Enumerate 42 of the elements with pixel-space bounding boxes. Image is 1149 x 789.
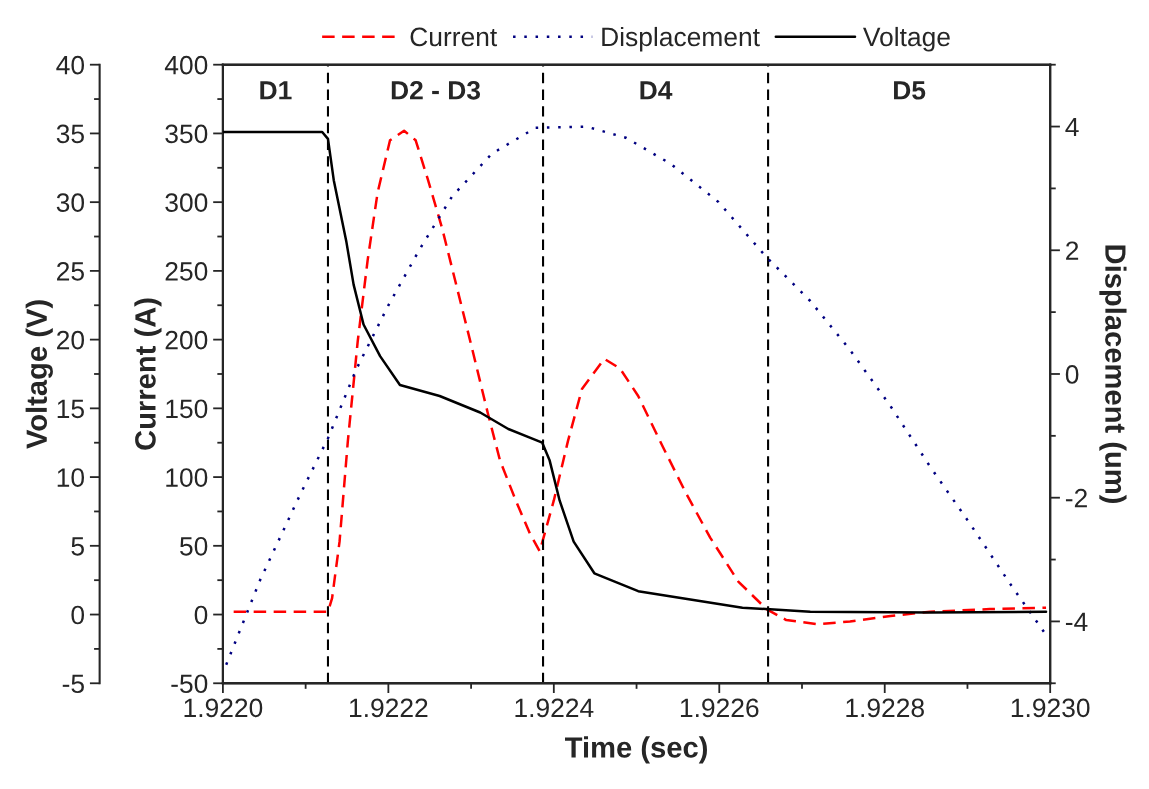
x-tick-label: 1.9230 xyxy=(1011,698,1090,718)
y3-tick-label: 15 xyxy=(57,399,84,419)
x-tick-label: 1.9228 xyxy=(846,698,924,718)
y-tick-label: 0 xyxy=(194,605,208,625)
y-tick-label: 50 xyxy=(180,536,208,556)
y3-tick-label: 35 xyxy=(56,124,84,144)
y3-tick-label: 25 xyxy=(57,262,84,281)
x-tick-label: 1.9226 xyxy=(680,698,759,718)
y3-tick-label: 30 xyxy=(56,193,85,212)
y-tick-label: 300 xyxy=(165,193,208,212)
y3-axis-title: Voltage (V) xyxy=(25,300,53,449)
y2-axis-title: Displacement (um) xyxy=(1099,245,1127,504)
y-tick-label: -50 xyxy=(171,674,208,694)
y2-tick-label: 4 xyxy=(1065,117,1079,137)
annotation: D1 xyxy=(260,81,292,100)
x-tick-label: 1.9220 xyxy=(184,698,263,718)
y-axis-title: Current (A) xyxy=(134,298,162,450)
annotation: D4 xyxy=(640,81,673,100)
legend-label: Displacement xyxy=(602,26,760,52)
y-tick-label: 350 xyxy=(165,124,208,144)
y2-tick-label: -4 xyxy=(1065,612,1088,631)
y-tick-label: 100 xyxy=(166,468,208,487)
annotation: D2 - D3 xyxy=(391,80,481,100)
legend-label: Current xyxy=(410,27,498,47)
x-tick-label: 1.9224 xyxy=(515,698,594,718)
y3-tick-label: 10 xyxy=(57,468,85,487)
y-tick-label: 200 xyxy=(165,330,208,350)
annotation: D5 xyxy=(894,81,926,100)
y3-tick-label: 40 xyxy=(56,55,85,75)
y3-tick-label: 20 xyxy=(57,330,85,350)
y-tick-label: 400 xyxy=(164,55,208,75)
y3-tick-label: 5 xyxy=(71,537,84,556)
y3-tick-label: -5 xyxy=(62,674,84,694)
x-tick-label: 1.9222 xyxy=(350,698,428,718)
y2-tick-label: 0 xyxy=(1065,365,1079,384)
x-axis-title: Time (sec) xyxy=(565,736,707,764)
y3-tick-label: 0 xyxy=(71,605,85,625)
y-tick-label: 150 xyxy=(166,399,208,419)
y-tick-label: 250 xyxy=(165,262,208,281)
y2-tick-label: 2 xyxy=(1066,241,1079,260)
legend-label: Voltage xyxy=(863,26,950,52)
y2-tick-label: -2 xyxy=(1065,488,1087,508)
